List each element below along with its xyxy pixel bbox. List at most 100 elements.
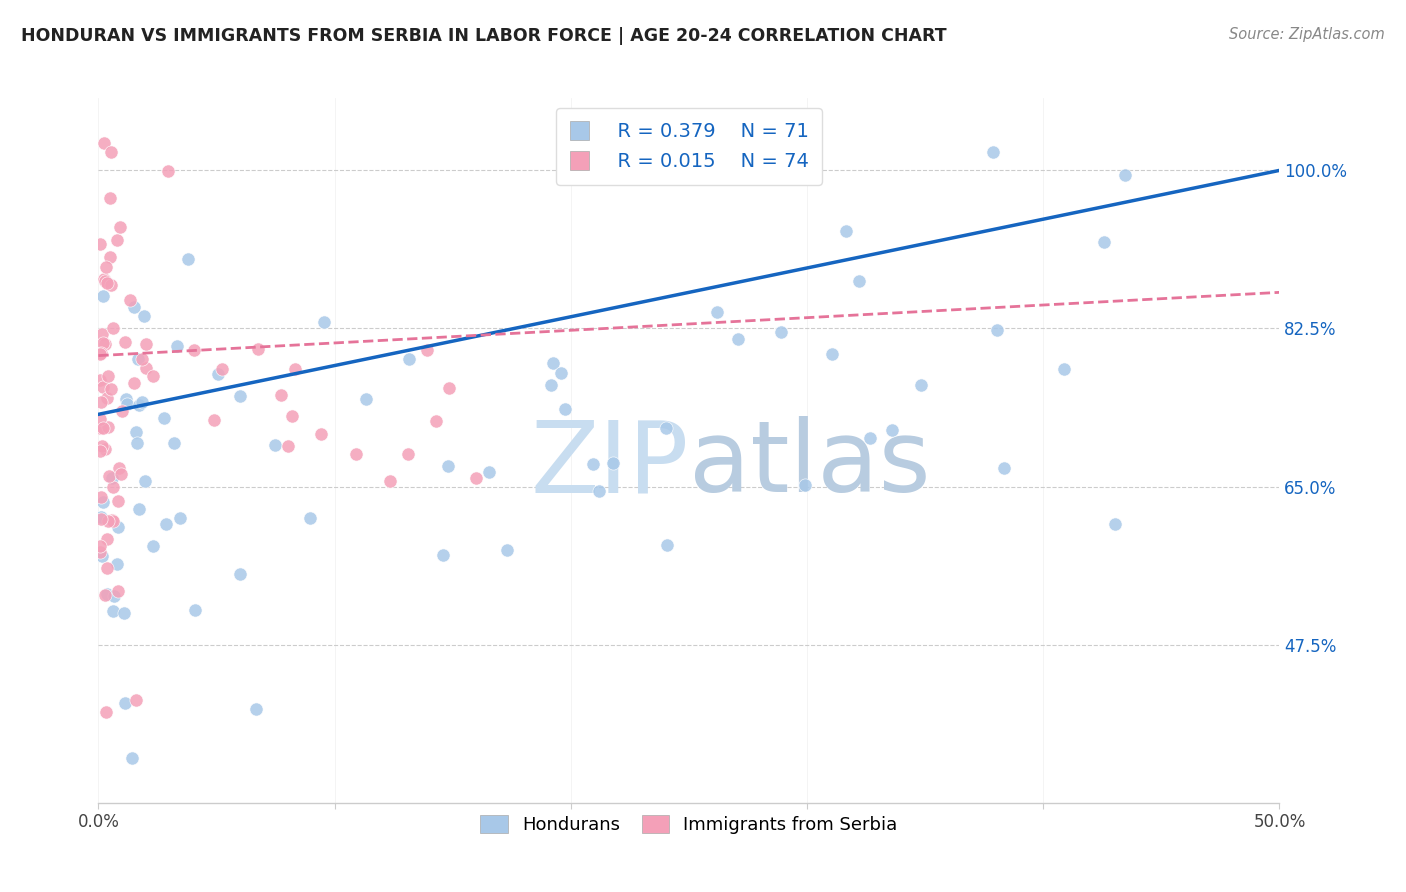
Point — [298, 511, 321, 525]
Point — [380, 474, 402, 488]
Point — [111, 404, 134, 418]
Point — [1053, 362, 1076, 376]
Point — [108, 219, 131, 234]
Point — [264, 438, 287, 452]
Point — [127, 351, 149, 366]
Point — [312, 315, 335, 329]
Point — [97, 514, 120, 528]
Point — [1114, 168, 1136, 182]
Point — [124, 425, 146, 440]
Point — [97, 369, 120, 384]
Point — [396, 447, 419, 461]
Point — [125, 435, 148, 450]
Point — [89, 539, 111, 553]
Point — [152, 410, 174, 425]
Point — [101, 514, 124, 528]
Point — [93, 272, 115, 286]
Point — [204, 412, 226, 426]
Text: ZIP: ZIP — [530, 416, 689, 513]
Point — [246, 342, 269, 356]
Point — [100, 277, 122, 292]
Point — [100, 382, 122, 396]
Point — [94, 706, 117, 720]
Point — [96, 587, 118, 601]
Point — [169, 511, 191, 525]
Point — [115, 397, 138, 411]
Point — [89, 373, 111, 387]
Point — [416, 343, 439, 357]
Point — [112, 606, 135, 620]
Point — [135, 337, 157, 351]
Point — [770, 325, 793, 339]
Point — [89, 237, 111, 252]
Point — [432, 548, 454, 562]
Point — [437, 458, 460, 473]
Point — [211, 361, 233, 376]
Point — [437, 381, 460, 395]
Point — [93, 136, 115, 151]
Text: atlas: atlas — [689, 416, 931, 513]
Point — [425, 414, 447, 428]
Point — [128, 502, 150, 516]
Point — [101, 480, 124, 494]
Point — [270, 388, 292, 402]
Point — [91, 326, 114, 341]
Point — [98, 250, 121, 264]
Point — [554, 401, 576, 416]
Point — [122, 300, 145, 314]
Point — [986, 323, 1008, 337]
Point — [97, 468, 120, 483]
Point — [91, 379, 114, 393]
Point — [91, 494, 114, 508]
Point — [101, 513, 124, 527]
Point — [155, 517, 177, 532]
Text: Source: ZipAtlas.com: Source: ZipAtlas.com — [1229, 27, 1385, 42]
Point — [101, 320, 124, 334]
Point — [1092, 235, 1115, 250]
Point — [910, 377, 932, 392]
Point — [794, 478, 817, 492]
Point — [993, 460, 1015, 475]
Point — [105, 557, 128, 571]
Text: HONDURAN VS IMMIGRANTS FROM SERBIA IN LABOR FORCE | AGE 20-24 CORRELATION CHART: HONDURAN VS IMMIGRANTS FROM SERBIA IN LA… — [21, 27, 946, 45]
Point — [859, 431, 882, 445]
Point — [98, 191, 121, 205]
Point — [89, 444, 111, 458]
Point — [229, 389, 252, 403]
Point — [107, 494, 129, 508]
Point — [90, 346, 112, 360]
Point — [93, 442, 115, 457]
Point — [344, 447, 367, 461]
Point — [142, 540, 165, 554]
Point — [100, 145, 122, 160]
Point — [496, 543, 519, 558]
Point — [478, 466, 501, 480]
Point — [183, 603, 205, 617]
Point — [588, 484, 610, 499]
Point — [550, 366, 572, 380]
Point — [108, 461, 131, 475]
Point — [94, 274, 117, 288]
Point — [105, 233, 128, 247]
Point — [654, 420, 676, 434]
Point — [90, 439, 112, 453]
Point — [96, 560, 118, 574]
Point — [91, 335, 114, 350]
Point — [821, 347, 844, 361]
Point — [128, 398, 150, 412]
Point — [398, 352, 420, 367]
Point — [97, 420, 120, 434]
Point — [121, 750, 143, 764]
Point — [245, 702, 267, 716]
Point — [132, 309, 155, 323]
Point — [156, 164, 179, 178]
Point — [135, 361, 157, 376]
Point — [122, 376, 145, 390]
Point — [94, 260, 117, 274]
Point — [131, 352, 153, 367]
Point — [96, 392, 118, 406]
Point — [309, 427, 332, 442]
Point — [981, 145, 1004, 160]
Point — [1104, 516, 1126, 531]
Point — [166, 339, 188, 353]
